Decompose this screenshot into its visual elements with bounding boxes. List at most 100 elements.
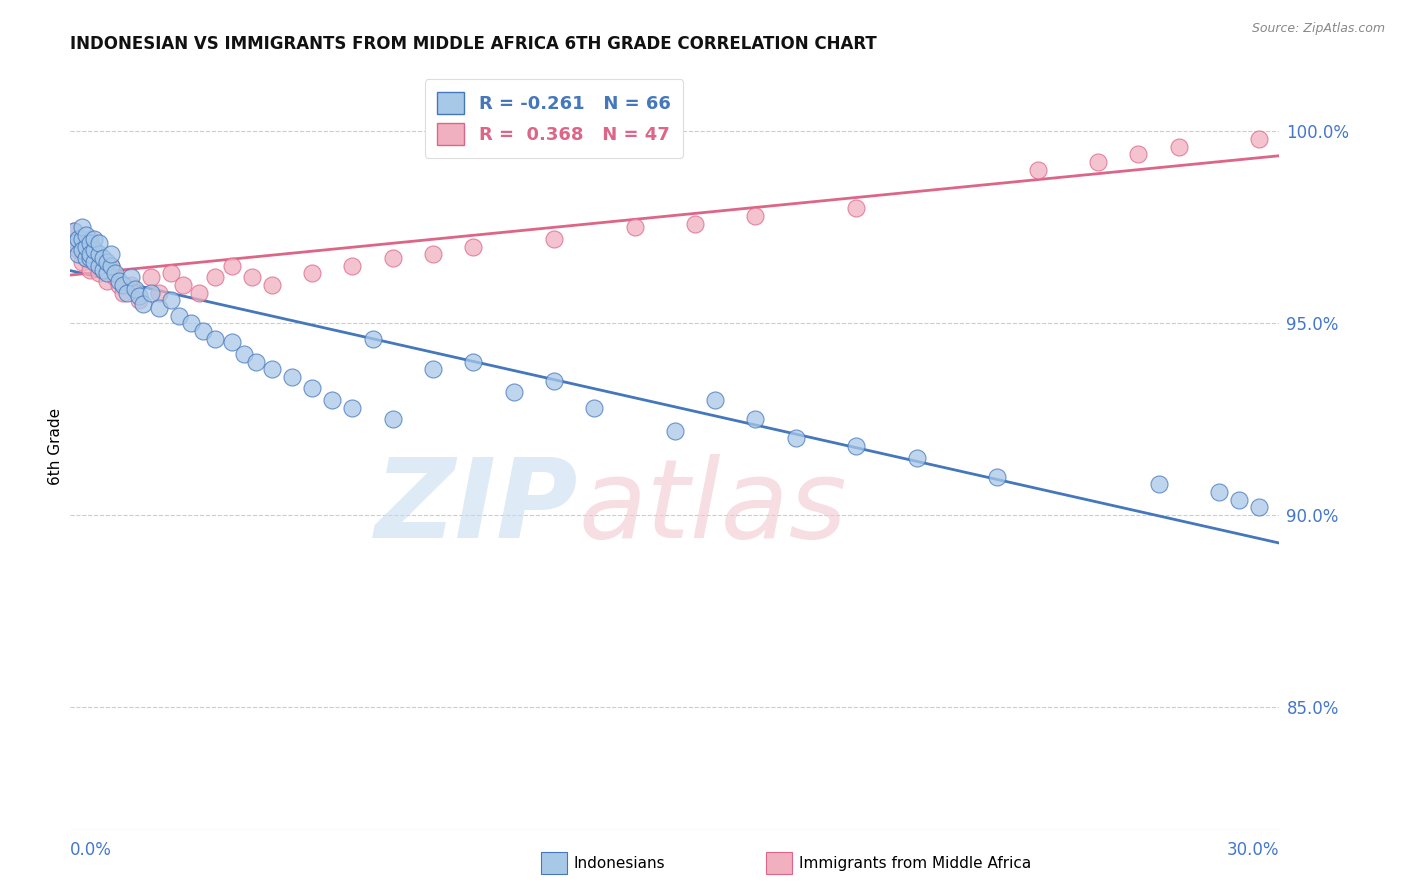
Point xyxy=(744,209,766,223)
Point xyxy=(100,259,122,273)
Point xyxy=(128,289,150,303)
Point xyxy=(107,274,129,288)
Point xyxy=(63,235,86,250)
Text: Immigrants from Middle Africa: Immigrants from Middle Africa xyxy=(799,856,1031,871)
Point xyxy=(342,259,364,273)
Point xyxy=(1087,155,1109,169)
Point xyxy=(79,247,101,261)
Point xyxy=(75,235,97,250)
Point xyxy=(463,354,485,368)
Point xyxy=(67,244,90,258)
Point xyxy=(664,424,686,438)
Point xyxy=(1128,147,1150,161)
Point xyxy=(63,224,86,238)
Point xyxy=(583,401,606,415)
Point xyxy=(83,244,105,258)
Point xyxy=(744,412,766,426)
Point xyxy=(543,374,565,388)
Point xyxy=(96,255,118,269)
Point xyxy=(87,266,110,280)
Point xyxy=(204,332,226,346)
Point xyxy=(79,235,101,250)
Point xyxy=(72,244,94,258)
Text: atlas: atlas xyxy=(578,454,846,561)
Point xyxy=(422,362,444,376)
Point xyxy=(96,274,118,288)
Point xyxy=(100,259,122,273)
Point xyxy=(115,285,138,300)
Point xyxy=(104,270,127,285)
Point xyxy=(83,244,105,258)
Legend: R = -0.261   N = 66, R =  0.368   N = 47: R = -0.261 N = 66, R = 0.368 N = 47 xyxy=(425,79,683,158)
Point xyxy=(107,277,129,292)
Point xyxy=(100,247,122,261)
Point xyxy=(72,220,94,235)
Point xyxy=(72,255,94,269)
Point xyxy=(221,335,243,350)
Point xyxy=(1167,140,1189,154)
Point xyxy=(905,450,928,465)
Point xyxy=(63,239,86,253)
Point xyxy=(240,270,263,285)
Point xyxy=(91,262,114,277)
Point xyxy=(83,255,105,269)
Point xyxy=(986,469,1008,483)
Point xyxy=(172,277,194,292)
Point xyxy=(1249,500,1271,515)
Point xyxy=(281,370,304,384)
Point xyxy=(128,293,150,308)
Point xyxy=(83,255,105,269)
Point xyxy=(1208,485,1230,500)
Point xyxy=(75,227,97,242)
Point xyxy=(87,251,110,265)
Point xyxy=(204,270,226,285)
Point xyxy=(381,412,404,426)
Point xyxy=(104,266,127,280)
Point xyxy=(96,266,118,280)
Point xyxy=(260,277,283,292)
Point xyxy=(301,266,323,280)
Point xyxy=(193,324,215,338)
Point xyxy=(1227,492,1250,507)
Point xyxy=(132,297,155,311)
Y-axis label: 6th Grade: 6th Grade xyxy=(48,408,63,484)
Point xyxy=(120,270,142,285)
Point xyxy=(1026,162,1049,177)
Point xyxy=(785,431,807,445)
Point xyxy=(139,270,162,285)
Point xyxy=(87,247,110,261)
Point xyxy=(381,251,404,265)
Point xyxy=(120,277,142,292)
Point xyxy=(180,316,202,330)
Point xyxy=(75,251,97,265)
Point xyxy=(1249,132,1271,146)
Point xyxy=(245,354,267,368)
Point xyxy=(704,392,727,407)
Point xyxy=(1147,477,1170,491)
Point xyxy=(148,285,170,300)
Point xyxy=(67,232,90,246)
Point xyxy=(79,262,101,277)
Point xyxy=(301,381,323,395)
Point xyxy=(260,362,283,376)
Point xyxy=(845,439,868,453)
Point xyxy=(75,239,97,253)
Point xyxy=(72,232,94,246)
Point xyxy=(148,301,170,315)
Point xyxy=(139,285,162,300)
Point xyxy=(683,217,706,231)
Point xyxy=(422,247,444,261)
Point xyxy=(111,277,134,292)
Point xyxy=(87,235,110,250)
Point xyxy=(543,232,565,246)
Point xyxy=(167,309,190,323)
Point xyxy=(502,385,524,400)
Point xyxy=(342,401,364,415)
Point xyxy=(321,392,343,407)
Text: 0.0%: 0.0% xyxy=(70,841,112,859)
Point xyxy=(67,232,90,246)
Text: INDONESIAN VS IMMIGRANTS FROM MIDDLE AFRICA 6TH GRADE CORRELATION CHART: INDONESIAN VS IMMIGRANTS FROM MIDDLE AFR… xyxy=(70,35,877,53)
Point xyxy=(124,282,146,296)
Point xyxy=(463,239,485,253)
Point xyxy=(221,259,243,273)
